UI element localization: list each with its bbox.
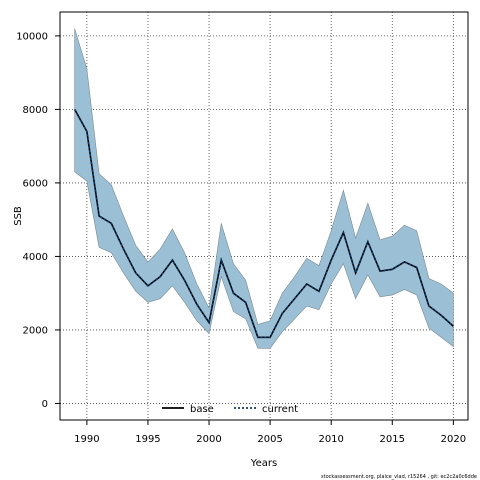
x-tick-label: 2015 bbox=[380, 434, 405, 445]
y-tick-label: 8000 bbox=[23, 105, 48, 116]
series-lines bbox=[73, 109, 454, 339]
y-axis-ticks: 0 2000 4000 6000 8000 10000 bbox=[16, 31, 60, 410]
x-axis-ticks: 1990 1995 2000 2005 2010 2015 2020 bbox=[74, 420, 466, 445]
x-tick-label: 2005 bbox=[257, 434, 282, 445]
legend-label-base: base bbox=[190, 404, 214, 415]
confidence-band bbox=[74, 28, 454, 349]
y-axis-title: SSB bbox=[13, 206, 24, 226]
x-tick-label: 2010 bbox=[318, 434, 343, 445]
x-tick-label: 1990 bbox=[74, 434, 99, 445]
series-line-base bbox=[73, 109, 454, 339]
x-tick-label: 1995 bbox=[135, 434, 160, 445]
x-axis-title: Years bbox=[250, 458, 277, 469]
legend: base current bbox=[162, 404, 298, 415]
plot-frame bbox=[59, 11, 469, 421]
y-tick-label: 0 bbox=[42, 399, 48, 410]
y-tick-label: 2000 bbox=[23, 325, 48, 336]
footer-note: stockassessment.org, plaice_vlad, r15264… bbox=[321, 474, 477, 480]
x-tick-label: 2000 bbox=[196, 434, 221, 445]
y-tick-label: 4000 bbox=[23, 252, 48, 263]
y-tick-label: 10000 bbox=[16, 31, 48, 42]
legend-label-current: current bbox=[262, 404, 298, 415]
y-tick-label: 6000 bbox=[23, 178, 48, 189]
x-tick-label: 2020 bbox=[441, 434, 466, 445]
confidence-band-area bbox=[74, 28, 454, 349]
